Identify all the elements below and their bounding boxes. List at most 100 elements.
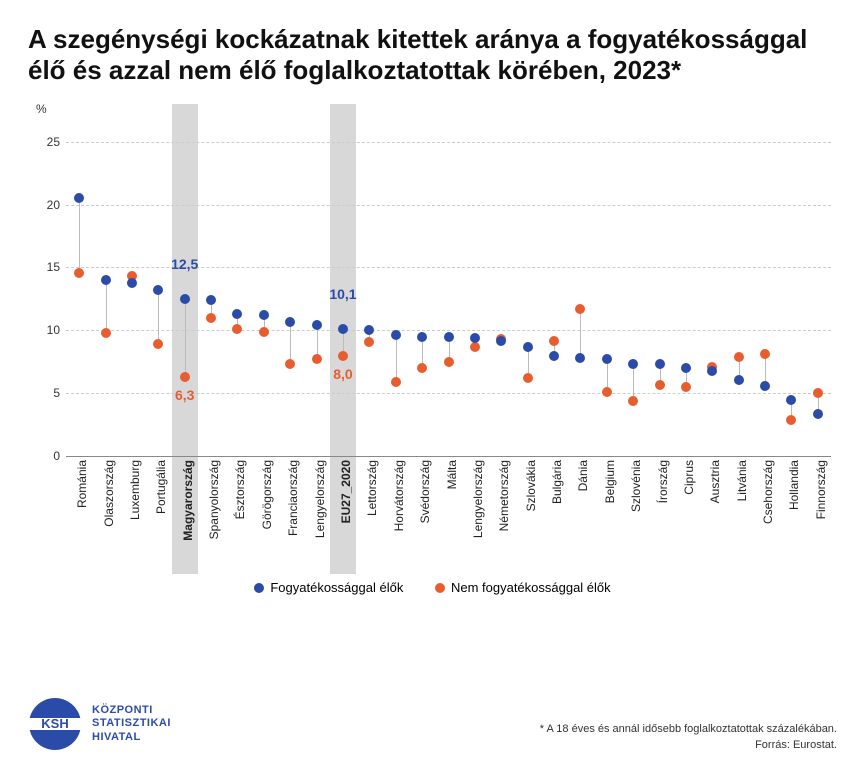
data-point-a xyxy=(707,366,717,376)
connector xyxy=(396,335,397,382)
x-tick-label: Portugália xyxy=(154,460,168,514)
data-point-b xyxy=(285,359,295,369)
x-tick-label: Málta xyxy=(445,460,459,489)
data-point-b xyxy=(760,349,770,359)
y-tick-label: 15 xyxy=(34,260,60,274)
data-point-a xyxy=(786,395,796,405)
x-tick-label: Szlovénia xyxy=(629,460,643,512)
data-point-b xyxy=(206,313,216,323)
data-point-a xyxy=(681,363,691,373)
data-point-a xyxy=(813,409,823,419)
legend-item-b: Nem fogyatékossággal élők xyxy=(435,580,611,595)
x-tick-label: Lettország xyxy=(365,460,379,516)
x-tick-label: Magyarország xyxy=(181,460,195,541)
x-tick-label: EU27_2020 xyxy=(339,460,353,523)
data-point-a xyxy=(232,309,242,319)
chart: % 051015202512,56,310,18,0 RomániaOlaszo… xyxy=(28,104,837,574)
data-label: 10,1 xyxy=(329,286,356,302)
data-point-b xyxy=(602,387,612,397)
x-tick-label: Olaszország xyxy=(102,460,116,527)
data-point-a xyxy=(74,193,84,203)
data-point-a xyxy=(180,294,190,304)
y-axis-unit: % xyxy=(36,102,47,116)
data-point-a xyxy=(285,317,295,327)
legend-dot-blue xyxy=(254,583,264,593)
gridline xyxy=(66,142,831,143)
data-point-b xyxy=(101,328,111,338)
legend-label-b: Nem fogyatékossággal élők xyxy=(451,580,611,595)
connector xyxy=(79,198,80,272)
logo-line3: HIVATAL xyxy=(92,731,171,744)
y-tick-label: 10 xyxy=(34,323,60,337)
data-point-b xyxy=(470,342,480,352)
data-point-b xyxy=(232,324,242,334)
x-tick-label: Lengyelország xyxy=(471,460,485,538)
data-point-a xyxy=(338,324,348,334)
plot-area: 051015202512,56,310,18,0 xyxy=(66,116,831,456)
data-label: 8,0 xyxy=(333,366,352,382)
x-tick-label: Dánia xyxy=(576,460,590,491)
x-tick-label: Bulgária xyxy=(550,460,564,504)
connector xyxy=(290,322,291,365)
x-tick-label: Csehország xyxy=(761,460,775,524)
data-point-a xyxy=(444,332,454,342)
data-point-b xyxy=(417,363,427,373)
data-point-b xyxy=(338,351,348,361)
x-tick-label: Litvánia xyxy=(735,460,749,501)
data-point-b xyxy=(153,339,163,349)
footer: KSH KÖZPONTI STATISZTIKAI HIVATAL * A 18… xyxy=(28,697,837,751)
data-point-b xyxy=(444,357,454,367)
data-point-a xyxy=(417,332,427,342)
x-tick-label: Belgium xyxy=(603,460,617,503)
x-tick-label: Franciaország xyxy=(286,460,300,536)
y-tick-label: 25 xyxy=(34,135,60,149)
data-point-a xyxy=(496,336,506,346)
x-tick-label: Észtország xyxy=(233,460,247,519)
data-point-b xyxy=(312,354,322,364)
data-point-b xyxy=(813,388,823,398)
data-point-a xyxy=(206,295,216,305)
legend-dot-orange xyxy=(435,583,445,593)
page-title: A szegénységi kockázatnak kitettek arány… xyxy=(28,24,837,86)
data-point-b xyxy=(180,372,190,382)
connector xyxy=(106,280,107,333)
data-point-a xyxy=(734,375,744,385)
data-point-a xyxy=(312,320,322,330)
data-point-a xyxy=(470,333,480,343)
x-tick-label: Luxemburg xyxy=(128,460,142,520)
data-point-b xyxy=(364,337,374,347)
x-axis-labels: RomániaOlaszországLuxemburgPortugáliaMag… xyxy=(66,456,831,574)
x-tick-label: Ciprus xyxy=(682,460,696,495)
data-point-b xyxy=(734,352,744,362)
x-tick-label: Németország xyxy=(497,460,511,531)
data-point-a xyxy=(549,351,559,361)
y-tick-label: 0 xyxy=(34,449,60,463)
legend-label-a: Fogyatékossággal élők xyxy=(270,580,403,595)
logo-line1: KÖZPONTI xyxy=(92,704,171,717)
logo-line2: STATISZTIKAI xyxy=(92,717,171,730)
data-point-a xyxy=(127,278,137,288)
x-tick-label: Horvátország xyxy=(392,460,406,531)
x-tick-label: Szlovákia xyxy=(524,460,538,511)
data-point-b xyxy=(259,327,269,337)
source: Forrás: Eurostat. xyxy=(540,739,837,751)
data-point-a xyxy=(575,353,585,363)
ksh-logo-text: KÖZPONTI STATISZTIKAI HIVATAL xyxy=(92,704,171,744)
x-tick-label: Írország xyxy=(656,460,670,503)
data-point-a xyxy=(760,381,770,391)
x-tick-label: Lengyelország xyxy=(313,460,327,538)
data-point-a xyxy=(602,354,612,364)
x-tick-label: Ausztria xyxy=(708,460,722,503)
ksh-logo: KSH KÖZPONTI STATISZTIKAI HIVATAL xyxy=(28,697,171,751)
x-tick-label: Spanyolország xyxy=(207,460,221,539)
x-tick-label: Svédország xyxy=(418,460,432,523)
svg-text:KSH: KSH xyxy=(41,716,68,731)
connector xyxy=(580,309,581,358)
ksh-logo-mark: KSH xyxy=(28,697,82,751)
data-point-a xyxy=(655,359,665,369)
data-point-b xyxy=(628,396,638,406)
data-point-a xyxy=(364,325,374,335)
data-point-b xyxy=(786,415,796,425)
legend: Fogyatékossággal élők Nem fogyatékosságg… xyxy=(28,580,837,596)
x-tick-label: Hollandia xyxy=(787,460,801,510)
